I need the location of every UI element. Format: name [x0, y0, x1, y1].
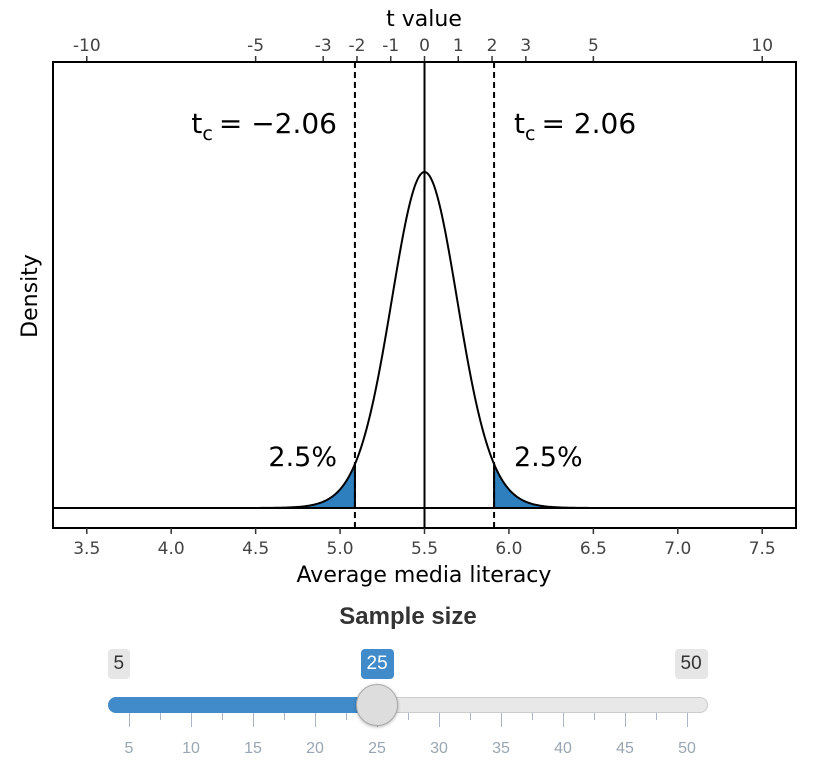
- slider-minor-tick: [160, 713, 161, 720]
- x-tick-label: 4.0: [158, 539, 185, 559]
- slider-tick-label: 40: [554, 740, 572, 757]
- slider-tick-label: 10: [182, 740, 200, 757]
- critical-value-left-label: tc = −2.06: [191, 107, 337, 145]
- tc-subscript: c: [202, 123, 212, 145]
- x-tick-label: 5.5: [411, 539, 438, 559]
- x-tick-label: 4.5: [242, 539, 269, 559]
- t-tick-label: 3: [520, 36, 531, 56]
- slider-minor-tick: [594, 713, 595, 720]
- slider-major-tick: [191, 713, 192, 727]
- left-tail-area: [53, 464, 355, 508]
- t-tick-label: 2: [487, 36, 498, 56]
- slider-tick-label: 45: [616, 740, 634, 757]
- x-tick-label: 6.0: [495, 539, 522, 559]
- slider-major-tick: [315, 713, 316, 727]
- slider-tick-label: 5: [124, 740, 134, 757]
- slider-tick-label: 15: [244, 740, 262, 757]
- t-tick-label: -5: [247, 36, 264, 56]
- t-value-axis: -10 -5 -3 -2 -1 0 1 2 3 5 10: [73, 36, 773, 62]
- t-tick-label: 0: [419, 36, 430, 56]
- x-axis: 3.5 4.0 4.5 5.0 5.5 6.0 6.5 7.0 7.5: [73, 528, 776, 559]
- slider-tick-label: 20: [306, 740, 324, 757]
- t-tick-label: 1: [453, 36, 464, 56]
- slider-tick-label: 25: [368, 740, 386, 757]
- slider-minor-tick: [656, 713, 657, 720]
- x-tick-label: 7.0: [664, 539, 691, 559]
- slider-title: Sample size: [339, 603, 477, 630]
- slider-major-tick: [439, 713, 440, 727]
- slider-min-label: 5: [107, 649, 131, 679]
- slider-tick-label: 30: [430, 740, 448, 757]
- x-tick-label: 7.5: [749, 539, 776, 559]
- right-tail-area: [494, 464, 796, 508]
- slider-minor-tick: [408, 713, 409, 720]
- tc-subscript: c: [525, 123, 535, 145]
- slider-major-tick: [253, 713, 254, 727]
- x-tick-label: 6.5: [580, 539, 607, 559]
- slider-minor-tick: [284, 713, 285, 720]
- slider-major-tick: [625, 713, 626, 727]
- t-tick-label: 5: [588, 36, 599, 56]
- slider-fill: [108, 697, 377, 713]
- slider-major-tick: [563, 713, 564, 727]
- t-tick-label: -10: [73, 36, 101, 56]
- right-tail-label: 2.5%: [514, 442, 583, 473]
- density-marks: [53, 62, 796, 528]
- slider-value-label: 25: [360, 649, 394, 679]
- density-chart: -10 -5 -3 -2 -1 0 1 2 3 5 10 t value 3.5 4.0 4.5 5.0 5…: [18, 7, 797, 588]
- slider-handle[interactable]: [356, 684, 398, 726]
- critical-value-right-label: tc = 2.06: [514, 107, 636, 145]
- slider-tick-label: 50: [678, 740, 696, 757]
- t-tick-label: -2: [348, 36, 365, 56]
- x-tick-label: 3.5: [73, 539, 100, 559]
- left-tail-label: 2.5%: [268, 442, 337, 473]
- t-tick-label: -3: [315, 36, 332, 56]
- slider-major-tick: [687, 713, 688, 727]
- slider-minor-tick: [470, 713, 471, 720]
- t-tick-label: -1: [382, 36, 399, 56]
- tc-symbol: t: [191, 107, 202, 140]
- t-tick-label: 10: [751, 36, 773, 56]
- tc-value: = −2.06: [219, 107, 337, 140]
- slider-minor-tick: [222, 713, 223, 720]
- x-tick-label: 5.0: [327, 539, 354, 559]
- slider-minor-tick: [346, 713, 347, 720]
- slider-tick-label: 35: [492, 740, 510, 757]
- tc-symbol: t: [514, 107, 525, 140]
- y-axis-title: Density: [18, 254, 43, 338]
- slider-major-tick: [129, 713, 130, 727]
- tc-value: = 2.06: [541, 107, 636, 140]
- slider-major-tick: [501, 713, 502, 727]
- x-axis-title: Average media literacy: [297, 563, 552, 588]
- t-axis-title: t value: [386, 7, 462, 32]
- slider-minor-tick: [532, 713, 533, 720]
- slider-max-label: 50: [674, 649, 708, 679]
